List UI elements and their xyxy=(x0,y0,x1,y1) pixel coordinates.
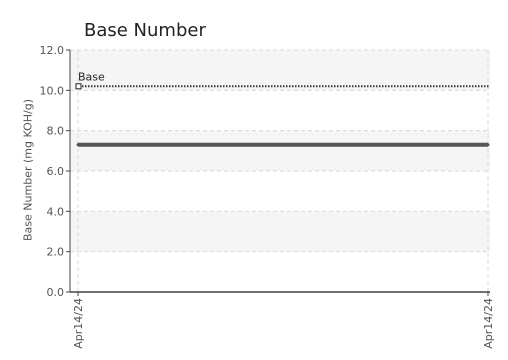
data-point xyxy=(76,143,80,147)
y-tick-label: 0.0 xyxy=(47,286,65,299)
y-tick-label: 6.0 xyxy=(47,165,65,178)
reference-marker xyxy=(75,83,82,90)
reference-lines: Base xyxy=(75,70,490,90)
series-lines xyxy=(76,142,490,147)
data-point xyxy=(486,143,490,147)
x-ticks: Apr14/24 Apr14/24 xyxy=(72,292,495,349)
chart-title: Base Number xyxy=(84,20,206,41)
x-tick-label: Apr14/24 xyxy=(72,298,85,349)
y-tick-label: 2.0 xyxy=(47,246,65,259)
x-tick-label: Apr14/24 xyxy=(482,298,495,349)
background-band xyxy=(70,130,490,171)
reference-label: Base xyxy=(78,70,105,83)
y-ticks: 0.0 2.0 4.0 6.0 8.0 10.0 12.0 xyxy=(40,44,70,299)
y-tick-label: 10.0 xyxy=(40,84,65,97)
background-band xyxy=(70,50,490,91)
background-bands xyxy=(70,50,490,252)
background-band xyxy=(70,211,490,252)
y-tick-label: 4.0 xyxy=(47,205,65,218)
y-tick-label: 12.0 xyxy=(40,44,65,57)
grid-lines xyxy=(70,49,490,292)
y-tick-label: 8.0 xyxy=(47,125,65,138)
